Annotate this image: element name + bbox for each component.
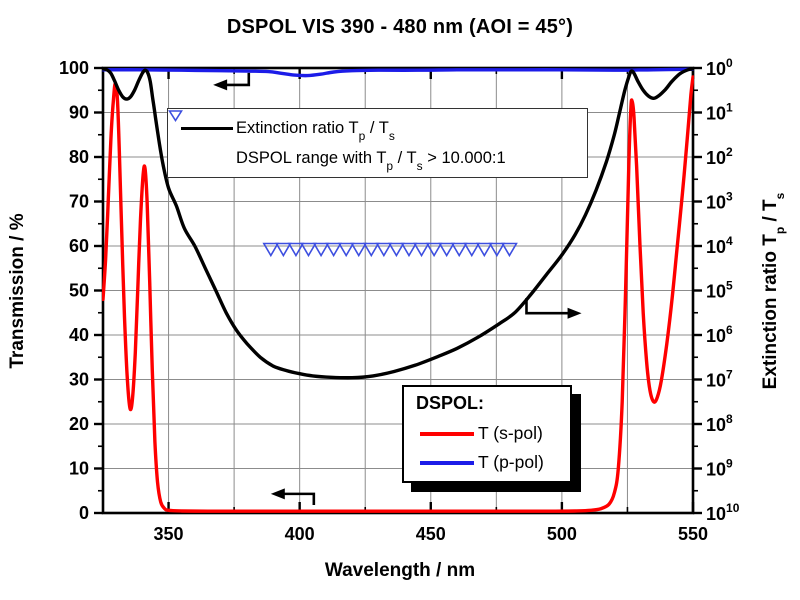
legend-row-dspol-range: DSPOL range with Tp / Ts > 10.000:1 — [168, 110, 587, 173]
legend-p-pol-label: T (p-pol) — [478, 452, 544, 472]
legend-dspol-box: DSPOL: T (s-pol) T (p-pol) — [402, 385, 572, 483]
right-tick-label: 106 — [706, 323, 733, 346]
dspol-range-marker — [475, 242, 493, 258]
dspol-range-marker — [375, 242, 393, 258]
dspol-range-marker — [501, 242, 518, 258]
left-y-axis-label: Transmission / % — [7, 213, 28, 369]
dspol-range-marker — [388, 242, 405, 258]
x-tick-label: 500 — [547, 524, 577, 544]
s-pol-to-left-axis-arrow-head — [270, 488, 285, 500]
dspol-range-marker — [413, 242, 430, 258]
right-tick-label: 108 — [706, 412, 733, 435]
dspol-range-marker — [400, 242, 418, 258]
x-tick-label: 400 — [285, 524, 315, 544]
right-tick-label: 103 — [706, 190, 733, 213]
left-tick-label: 50 — [69, 281, 89, 301]
p-pol-to-left-axis-arrow — [223, 72, 251, 87]
left-tick-label: 100 — [59, 58, 89, 78]
legend-row-p-pol: T (p-pol) — [416, 448, 570, 477]
dspol-range-marker — [337, 242, 355, 258]
blue-line-sample-icon — [416, 460, 478, 465]
extinction-to-right-axis-arrow — [525, 298, 572, 315]
extinction-to-right-axis-arrow-head — [567, 307, 582, 319]
dspol-range-marker — [350, 242, 368, 258]
s-pol-to-left-axis-arrow — [280, 492, 316, 505]
right-tick-label: 107 — [706, 368, 733, 391]
dspol-range-marker — [300, 242, 317, 258]
dspol-range-marker — [262, 242, 280, 258]
left-tick-label: 30 — [69, 370, 89, 390]
left-tick-label: 10 — [69, 459, 89, 479]
dspol-range-marker — [488, 242, 506, 258]
x-axis-label: Wavelength / nm — [324, 560, 476, 581]
right-tick-label: 104 — [706, 234, 733, 257]
legend-row-s-pol: T (s-pol) — [416, 419, 570, 448]
p-pol-curve — [102, 67, 694, 78]
dspol-range-marker — [362, 242, 380, 258]
s-pol-curve — [102, 75, 694, 513]
dspol-range-marker — [274, 242, 292, 258]
left-tick-label: 40 — [69, 325, 89, 345]
left-tick-label: 90 — [69, 103, 89, 123]
p-pol-to-left-axis-arrow-head — [213, 79, 228, 91]
dspol-range-marker — [463, 242, 481, 258]
x-tick-label: 550 — [678, 524, 708, 544]
dspol-range-marker — [287, 242, 305, 258]
left-tick-label: 20 — [69, 414, 89, 434]
dspol-range-marker — [325, 242, 343, 258]
dspol-range-marker — [450, 242, 468, 258]
legend-extinction-label: Extinction ratio Tp / Ts — [236, 118, 395, 143]
right-tick-label: 102 — [706, 145, 733, 168]
dspol-range-marker — [438, 242, 456, 258]
right-tick-label: 105 — [706, 279, 733, 302]
black-line-sample-icon — [178, 126, 236, 130]
right-tick-label: 101 — [706, 101, 733, 124]
red-line-sample-icon — [416, 431, 478, 436]
legend-dspol-title: DSPOL: — [416, 393, 485, 413]
left-tick-label: 80 — [69, 147, 89, 167]
legend-s-pol-label: T (s-pol) — [478, 423, 543, 443]
x-tick-label: 350 — [154, 524, 184, 544]
chart-title: DSPOL VIS 390 - 480 nm (AOI = 45°) — [226, 16, 574, 38]
left-tick-label: 70 — [69, 192, 89, 212]
dspol-range-marker — [425, 242, 443, 258]
legend-row-extinction: Extinction ratio Tp / Ts — [178, 113, 587, 143]
extinction-ratio-curve — [102, 67, 694, 380]
dspol-range-marker — [312, 242, 330, 258]
left-tick-label: 0 — [79, 503, 89, 523]
right-tick-label: 100 — [706, 56, 733, 79]
x-tick-label: 450 — [416, 524, 446, 544]
left-tick-label: 60 — [69, 236, 89, 256]
right-y-axis-label: Extinction ratio Tp / Ts — [760, 192, 787, 390]
legend-extinction-box: Extinction ratio Tp / Ts DSPOL range wit… — [167, 108, 588, 178]
legend-dspol-range-label: DSPOL range with Tp / Ts > 10.000:1 — [236, 148, 506, 173]
right-tick-label: 109 — [706, 457, 733, 480]
right-tick-label: 1010 — [706, 501, 740, 524]
